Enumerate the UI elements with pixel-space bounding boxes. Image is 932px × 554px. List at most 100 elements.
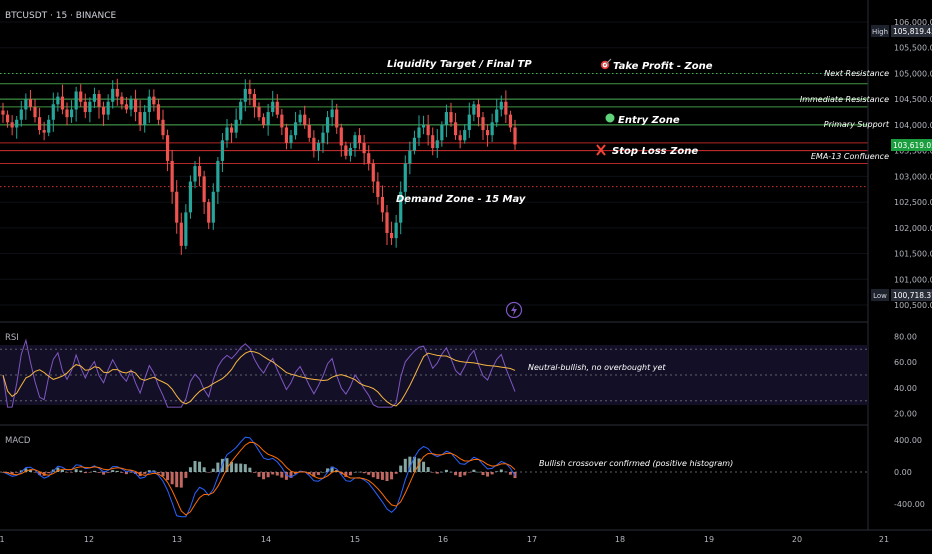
candle-body xyxy=(10,122,14,128)
macd-histogram-bar xyxy=(56,467,60,472)
candle-body xyxy=(252,94,257,107)
time-tick-label: 21 xyxy=(879,535,889,544)
candle-body xyxy=(417,127,421,138)
annotation-entry-zone: Entry Zone xyxy=(618,115,680,126)
price-axis-bg xyxy=(868,0,932,550)
macd-histogram-bar xyxy=(417,458,421,472)
macd-histogram-bar xyxy=(508,472,512,475)
candle-body xyxy=(307,124,311,138)
candle-body xyxy=(321,132,325,143)
macd-histogram-bar xyxy=(28,469,32,472)
candle-body xyxy=(353,135,357,149)
candle-body xyxy=(266,112,270,125)
macd-histogram-bar xyxy=(444,469,448,472)
macd-histogram-bar xyxy=(111,470,115,472)
macd-histogram-bar xyxy=(326,468,330,472)
candle-body xyxy=(106,101,110,115)
candle-body xyxy=(312,137,316,151)
candle-body xyxy=(348,148,353,156)
candle-body xyxy=(339,127,343,146)
macd-histogram-bar xyxy=(234,463,238,472)
macd-histogram-bar xyxy=(385,472,389,482)
macd-histogram-bar xyxy=(284,472,288,480)
candle-body xyxy=(284,127,289,143)
candle-body xyxy=(111,88,115,102)
macd-histogram-bar xyxy=(262,472,266,480)
candle-body xyxy=(330,109,334,118)
macd-histogram-bar xyxy=(92,470,96,472)
macd-histogram-bar xyxy=(426,467,430,472)
macd-histogram-bar xyxy=(65,472,69,473)
lightning-icon[interactable] xyxy=(505,301,523,319)
candle-body xyxy=(367,153,371,164)
macd-histogram-bar xyxy=(353,471,357,473)
candle-body xyxy=(152,96,156,105)
rsi-ma-line xyxy=(2,350,516,407)
macd-histogram-bar xyxy=(431,472,435,473)
macd-histogram-bar xyxy=(376,472,380,479)
macd-histogram-bar xyxy=(225,458,229,472)
candle-body xyxy=(234,119,238,133)
candle-body xyxy=(325,117,330,133)
macd-histogram-bar xyxy=(367,472,371,475)
candle-body xyxy=(316,142,321,151)
candle-body xyxy=(426,124,430,136)
candle-body xyxy=(440,124,444,141)
macd-histogram-bar xyxy=(257,472,261,477)
macd-histogram-bar xyxy=(156,472,160,474)
macd-histogram-bar xyxy=(147,470,151,472)
macd-histogram-bar xyxy=(390,472,394,480)
candle-body xyxy=(24,99,28,110)
candle-body xyxy=(298,114,302,123)
time-tick-label: 16 xyxy=(438,535,448,544)
candle-body xyxy=(60,96,65,110)
macd-histogram-bar xyxy=(143,472,147,474)
candle-body xyxy=(495,109,499,123)
rsi-tick-label: 40.00 xyxy=(894,384,917,393)
candles[interactable] xyxy=(1,78,517,255)
level-label-primary-support: Primary Support xyxy=(824,120,890,129)
candle-body xyxy=(83,101,87,113)
macd-histogram-bar xyxy=(495,471,499,472)
candle-body xyxy=(421,124,426,128)
macd-histogram-bar xyxy=(280,472,284,478)
time-tick-label: 18 xyxy=(615,535,625,544)
candle-body xyxy=(120,96,124,105)
candle-body xyxy=(467,114,471,131)
macd-histogram-bar xyxy=(289,472,293,478)
macd-histogram-bar xyxy=(115,470,119,472)
time-tick-label: 17 xyxy=(527,535,537,544)
svg-text:100,718.37: 100,718.37 xyxy=(893,291,932,300)
candle-body xyxy=(47,119,51,133)
candle-body xyxy=(357,135,362,143)
cross-mark-icon xyxy=(596,144,606,156)
candle-body xyxy=(79,91,83,102)
macd-histogram-bar xyxy=(266,472,270,478)
candle-body xyxy=(147,96,151,113)
candle-body xyxy=(261,117,266,125)
candle-body xyxy=(453,122,458,136)
time-axis-ticks: 1 12 13 14 15 16 17 18 19 20 21 xyxy=(0,535,889,544)
candle-body xyxy=(408,150,412,164)
candle-body xyxy=(5,114,10,123)
macd-histogram-bar xyxy=(422,461,426,472)
macd-histogram-bar xyxy=(193,460,197,472)
macd-histogram-bar xyxy=(60,469,64,472)
price-tick-label: 103,500.00 xyxy=(894,147,932,156)
candle-body xyxy=(124,104,129,110)
macd-histogram-bar xyxy=(490,472,494,475)
candle-body xyxy=(211,191,215,223)
candle-body xyxy=(184,212,188,246)
macd-histogram-bar xyxy=(399,465,403,472)
macd-histogram-bar xyxy=(472,469,476,472)
macd-histogram-bar xyxy=(97,472,101,473)
macd-tick-label: 0.00 xyxy=(894,468,912,477)
candle-body xyxy=(74,91,78,110)
candle-body xyxy=(513,127,517,145)
candle-body xyxy=(193,166,197,182)
macd-histogram-bar xyxy=(380,472,384,480)
macd-histogram-bar xyxy=(481,472,485,476)
annotation-stop-loss: Stop Loss Zone xyxy=(612,146,698,157)
